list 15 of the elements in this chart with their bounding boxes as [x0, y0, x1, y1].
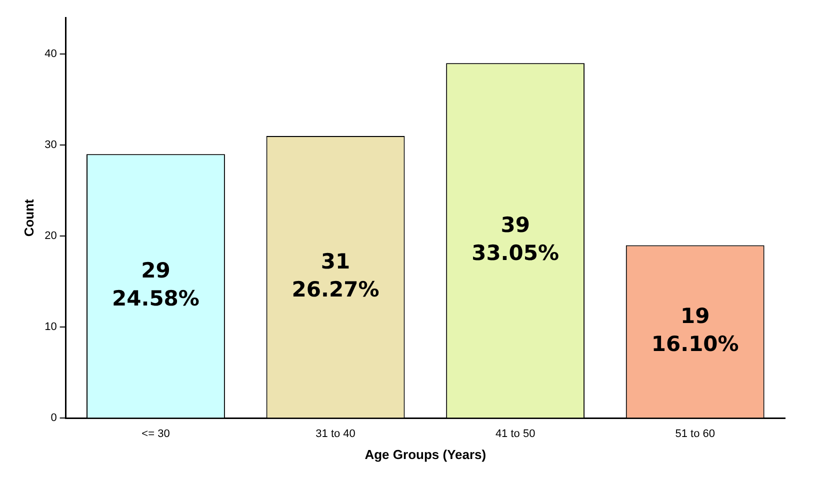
y-tick-label: 30: [44, 139, 57, 152]
y-tick-label: 20: [44, 230, 57, 242]
data-label: 31 26.27%: [292, 249, 380, 302]
y-tick-label: 0: [50, 412, 57, 424]
y-tick-label: 40: [44, 48, 57, 60]
x-tick-label: <= 30: [142, 428, 170, 440]
data-label: 19 16.10%: [651, 304, 739, 356]
x-tick-label: 31 to 40: [316, 428, 356, 440]
x-tick-label: 41 to 50: [495, 428, 536, 440]
data-label: 39 33.05%: [472, 212, 560, 265]
y-axis-title: Count: [21, 198, 36, 237]
x-axis-title: Age Groups (Years): [364, 446, 486, 462]
y-tick-label: 10: [44, 321, 57, 334]
x-tick-label: 51 to 60: [675, 428, 715, 440]
data-label: 29 24.58%: [112, 258, 200, 310]
